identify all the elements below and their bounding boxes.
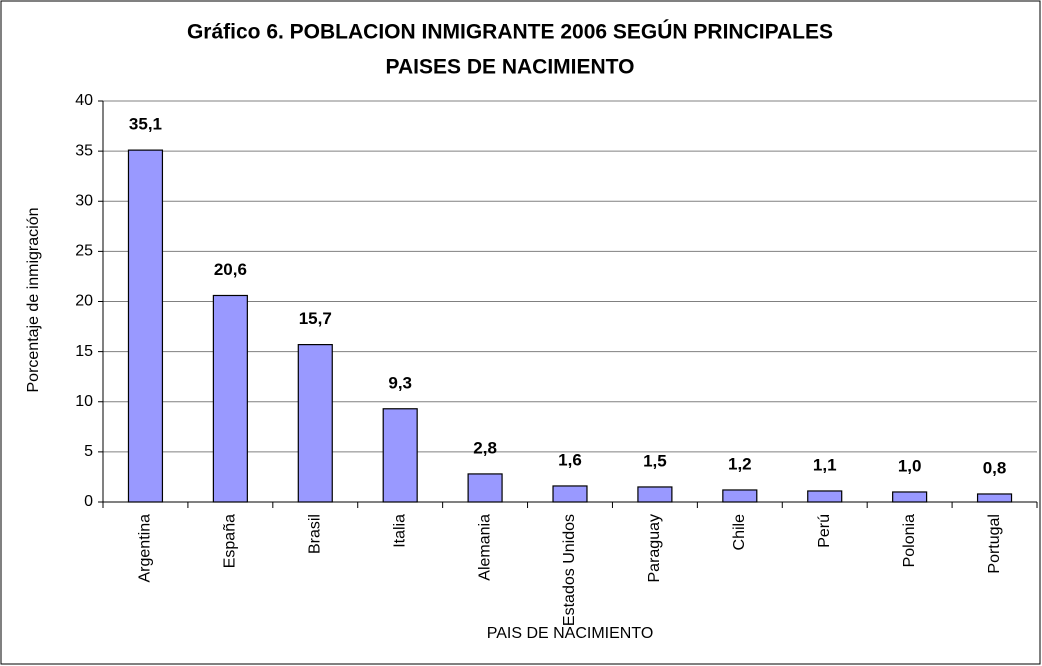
y-tick-label: 35 [75,142,93,159]
chart-title: Gráfico 6. POBLACION INMIGRANTE 2006 SEG… [187,20,833,44]
bar [552,485,588,503]
bar [382,408,418,503]
y-tick-label: 25 [75,243,93,260]
x-tick-label: Argentina [137,514,154,583]
value-label: 20,6 [214,260,247,279]
bar [892,491,928,503]
x-tick-label: Perú [816,514,833,548]
y-tick-label: 15 [75,343,93,360]
x-tick-label: Portugal [986,514,1003,574]
value-label: 0,8 [983,458,1007,477]
y-tick-label: 0 [84,493,93,510]
bar [212,294,248,503]
value-label: 1,6 [558,450,582,469]
x-tick-label: Chile [731,514,748,551]
y-tick-label: 40 [75,92,93,109]
value-label: 15,7 [299,309,332,328]
x-tick-label: Paraguay [646,514,663,583]
value-label: 1,0 [898,456,922,475]
value-label: 1,5 [643,451,667,470]
bar [637,486,673,503]
x-tick-label: Italia [391,514,408,548]
value-label: 35,1 [129,115,162,134]
bar [467,473,503,503]
y-axis-label: Porcentaje de inmigración [25,208,42,393]
y-tick-label: 20 [75,293,93,310]
value-label: 1,2 [728,454,752,473]
value-label: 2,8 [473,438,497,457]
bar [722,489,758,503]
x-tick-label: Brasil [306,514,323,554]
y-tick-label: 30 [75,192,93,209]
bar [807,490,843,503]
x-tick-label: Alemania [476,514,493,581]
bar [297,344,333,503]
y-tick-label: 5 [84,443,93,460]
value-label: 1,1 [813,455,837,474]
bar [127,149,164,503]
x-tick-label: Estados Unidos [561,514,578,626]
bar [976,493,1013,503]
chart-title: PAISES DE NACIMIENTO [386,56,635,79]
value-label: 9,3 [388,373,412,392]
x-tick-label: España [222,514,239,568]
y-tick-label: 10 [75,393,93,410]
x-tick-label: Polonia [901,514,918,567]
x-axis-label: PAIS DE NACIMIENTO [487,625,654,642]
